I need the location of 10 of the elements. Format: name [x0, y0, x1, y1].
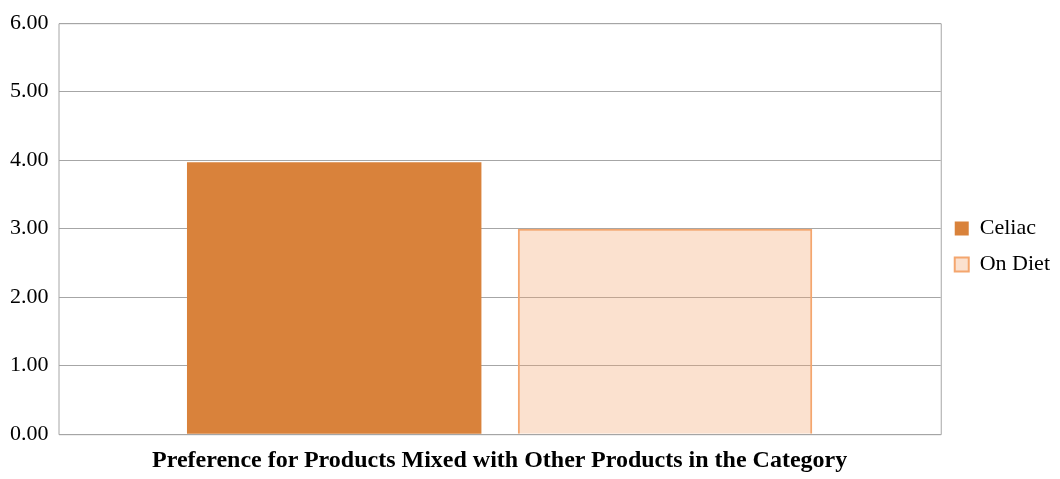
y-tick-label: 4.00 — [10, 145, 49, 171]
legend-label: Celiac — [979, 214, 1037, 240]
y-tick-label: 6.00 — [10, 8, 49, 34]
y-tick-label: 2.00 — [10, 282, 49, 308]
legend-label: On Diet — [979, 250, 1050, 276]
x-axis-title: Preference for Products Mixed with Other Products in the Category — [152, 445, 848, 472]
y-tick-label: 5.00 — [10, 77, 49, 103]
y-tick-label: 3.00 — [10, 214, 49, 240]
y-tick-label: 1.00 — [10, 351, 49, 377]
y-tick-label: 0.00 — [10, 419, 49, 445]
